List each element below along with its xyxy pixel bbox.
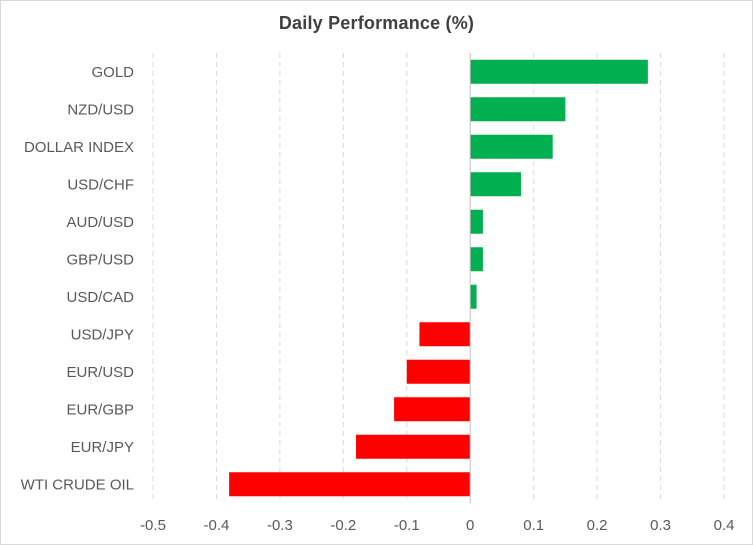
gridlines	[152, 53, 725, 503]
category-label: GBP/USD	[66, 251, 134, 268]
x-tick-label: 0.2	[587, 517, 608, 534]
category-label: NZD/USD	[67, 101, 134, 118]
category-label: WTI CRUDE OIL	[21, 476, 134, 493]
category-label: EUR/USD	[66, 364, 134, 381]
bar	[229, 472, 471, 497]
x-tick-label: -0.2	[330, 517, 356, 534]
bar	[470, 284, 477, 309]
x-tick-label: -0.4	[204, 517, 230, 534]
x-tick-label: 0	[466, 517, 474, 534]
x-tick-labels: -0.5 -0.4 -0.3 -0.2 -0.1 0 0.1 0.2 0.3 0.4	[140, 517, 734, 534]
category-label: USD/CAD	[66, 289, 134, 306]
category-label: GOLD	[91, 64, 134, 81]
bar	[406, 359, 471, 384]
bar	[394, 397, 471, 422]
category-label: EUR/JPY	[71, 439, 134, 456]
x-tick-label: -0.1	[394, 517, 420, 534]
x-tick-label: 0.3	[650, 517, 671, 534]
bar	[470, 247, 483, 272]
bar	[356, 434, 471, 459]
x-tick-label: -0.3	[267, 517, 293, 534]
x-tick-label: -0.5	[140, 517, 166, 534]
bar	[470, 172, 521, 197]
bar	[470, 97, 566, 122]
category-labels: GOLD NZD/USD DOLLAR INDEX USD/CHF AUD/USD GBP…	[21, 64, 135, 494]
bar	[470, 209, 483, 234]
x-tick-label: 0.4	[714, 517, 735, 534]
bar	[470, 134, 553, 159]
category-label: EUR/GBP	[66, 401, 134, 418]
chart-title: Daily Performance (%)	[278, 13, 475, 33]
bar	[470, 59, 648, 84]
category-label: AUD/USD	[66, 214, 134, 231]
category-label: DOLLAR INDEX	[24, 139, 134, 156]
bars	[229, 59, 648, 497]
x-tick-label: 0.1	[523, 517, 544, 534]
category-label: USD/JPY	[71, 326, 134, 343]
bar	[419, 322, 471, 347]
category-label: USD/CHF	[67, 176, 134, 193]
